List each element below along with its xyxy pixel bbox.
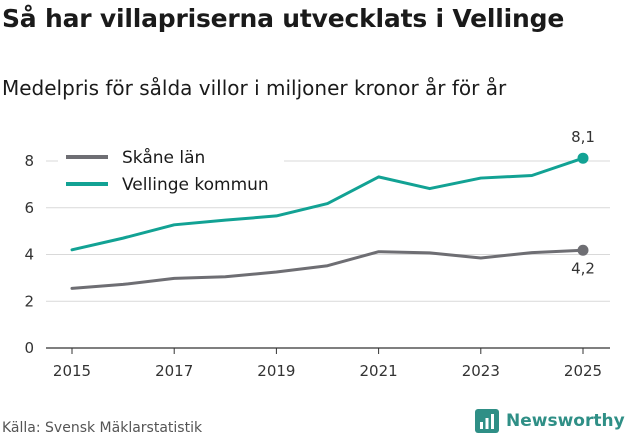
newsworthy-brand: Newsworthy — [474, 408, 625, 434]
end-value-label: 4,2 — [571, 259, 595, 277]
source-note: Källa: Svensk Mäklarstatistik — [2, 420, 203, 436]
line-chart: 0 2 4 6 8 2015 2017 2019 2021 2023 2025 4,2 8,1 Skå… — [24, 128, 610, 380]
brand-name: Newsworthy — [506, 411, 625, 431]
series-line-skane-lan — [70, 248, 585, 290]
legend-background — [58, 172, 284, 194]
x-tick-label: 2019 — [257, 362, 295, 380]
series-line-vellinge-kommun — [70, 156, 585, 252]
end-point-marker — [577, 244, 589, 256]
legend-label: Vellinge kommun — [122, 175, 269, 195]
legend-background — [58, 145, 284, 167]
end-value-label: 8,1 — [571, 128, 595, 146]
y-tick-label: 6 — [24, 199, 34, 217]
y-tick-label: 2 — [24, 292, 34, 310]
y-tick-label: 4 — [24, 246, 34, 264]
x-tick-label: 2015 — [53, 362, 91, 380]
x-tick-label: 2025 — [564, 362, 602, 380]
x-tick-label: 2017 — [155, 362, 193, 380]
y-tick-label: 8 — [24, 152, 34, 170]
end-point-marker — [577, 152, 589, 164]
legend-label: Skåne län — [122, 147, 205, 168]
chart-subtitle: Medelpris för sålda villor i miljoner kr… — [2, 76, 507, 100]
x-tick-label: 2021 — [360, 362, 398, 380]
chart-title: Så har villapriserna utvecklats i Vellin… — [2, 4, 565, 33]
x-tick-label: 2023 — [462, 362, 500, 380]
newsworthy-logo-icon — [475, 409, 499, 433]
y-tick-label: 0 — [24, 339, 34, 357]
